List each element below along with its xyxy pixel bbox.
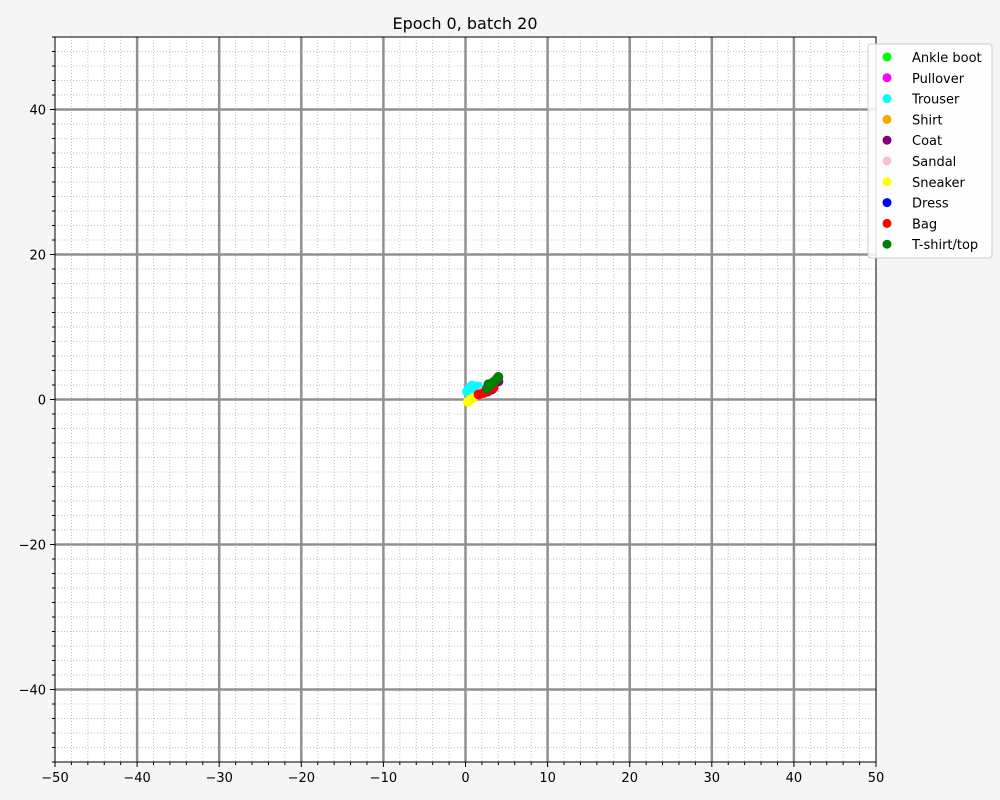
x-axis-ticks: −50 −40 −30 −20 −10 0 10 20 30 40 50 — [41, 762, 884, 786]
minor-grid — [54, 36, 877, 763]
y-tick-label: 0 — [38, 394, 46, 409]
data-points — [462, 372, 504, 407]
x-tick-label: −10 — [370, 771, 397, 786]
legend-label: T-shirt/top — [911, 238, 978, 253]
data-point — [493, 372, 504, 383]
legend-label: Ankle boot — [912, 51, 982, 66]
x-tick-label: 30 — [704, 771, 721, 786]
y-tick-label: 40 — [29, 104, 46, 119]
x-tick-label: −50 — [41, 771, 68, 786]
major-grid — [55, 37, 876, 762]
legend-marker — [882, 73, 892, 83]
legend-marker — [882, 114, 892, 124]
x-tick-label: 20 — [621, 771, 638, 786]
legend-marker — [882, 198, 892, 208]
x-tick-label: 50 — [868, 771, 885, 786]
x-tick-label: −20 — [288, 771, 315, 786]
x-tick-label: 40 — [786, 771, 803, 786]
chart-title: Epoch 0, batch 20 — [392, 14, 537, 33]
x-tick-label: −40 — [123, 771, 150, 786]
legend-label: Coat — [912, 134, 942, 149]
legend-box — [867, 43, 993, 259]
y-tick-label: 20 — [29, 249, 46, 264]
x-tick-label: 0 — [461, 771, 469, 786]
legend-label: Bag — [912, 217, 937, 232]
legend-marker — [882, 218, 892, 228]
y-tick-label: −40 — [19, 684, 46, 699]
y-axis-ticks: −40 −20 0 20 40 — [19, 36, 55, 763]
legend: Ankle boot Pullover Trouser Shirt Coat Sandal… — [867, 43, 993, 259]
legend-label: Pullover — [912, 72, 965, 87]
legend-marker — [882, 156, 892, 166]
legend-label: Sandal — [912, 155, 956, 170]
legend-label: Dress — [912, 197, 949, 212]
legend-marker — [882, 52, 892, 62]
x-tick-label: −30 — [205, 771, 232, 786]
x-tick-label: 10 — [539, 771, 556, 786]
legend-marker — [882, 239, 892, 249]
legend-marker — [882, 135, 892, 145]
data-point — [483, 379, 494, 390]
legend-label: Shirt — [912, 113, 943, 128]
legend-label: Trouser — [911, 93, 960, 108]
y-tick-label: −20 — [19, 539, 46, 554]
legend-marker — [882, 94, 892, 104]
legend-marker — [882, 177, 892, 187]
legend-label: Sneaker — [912, 176, 966, 191]
